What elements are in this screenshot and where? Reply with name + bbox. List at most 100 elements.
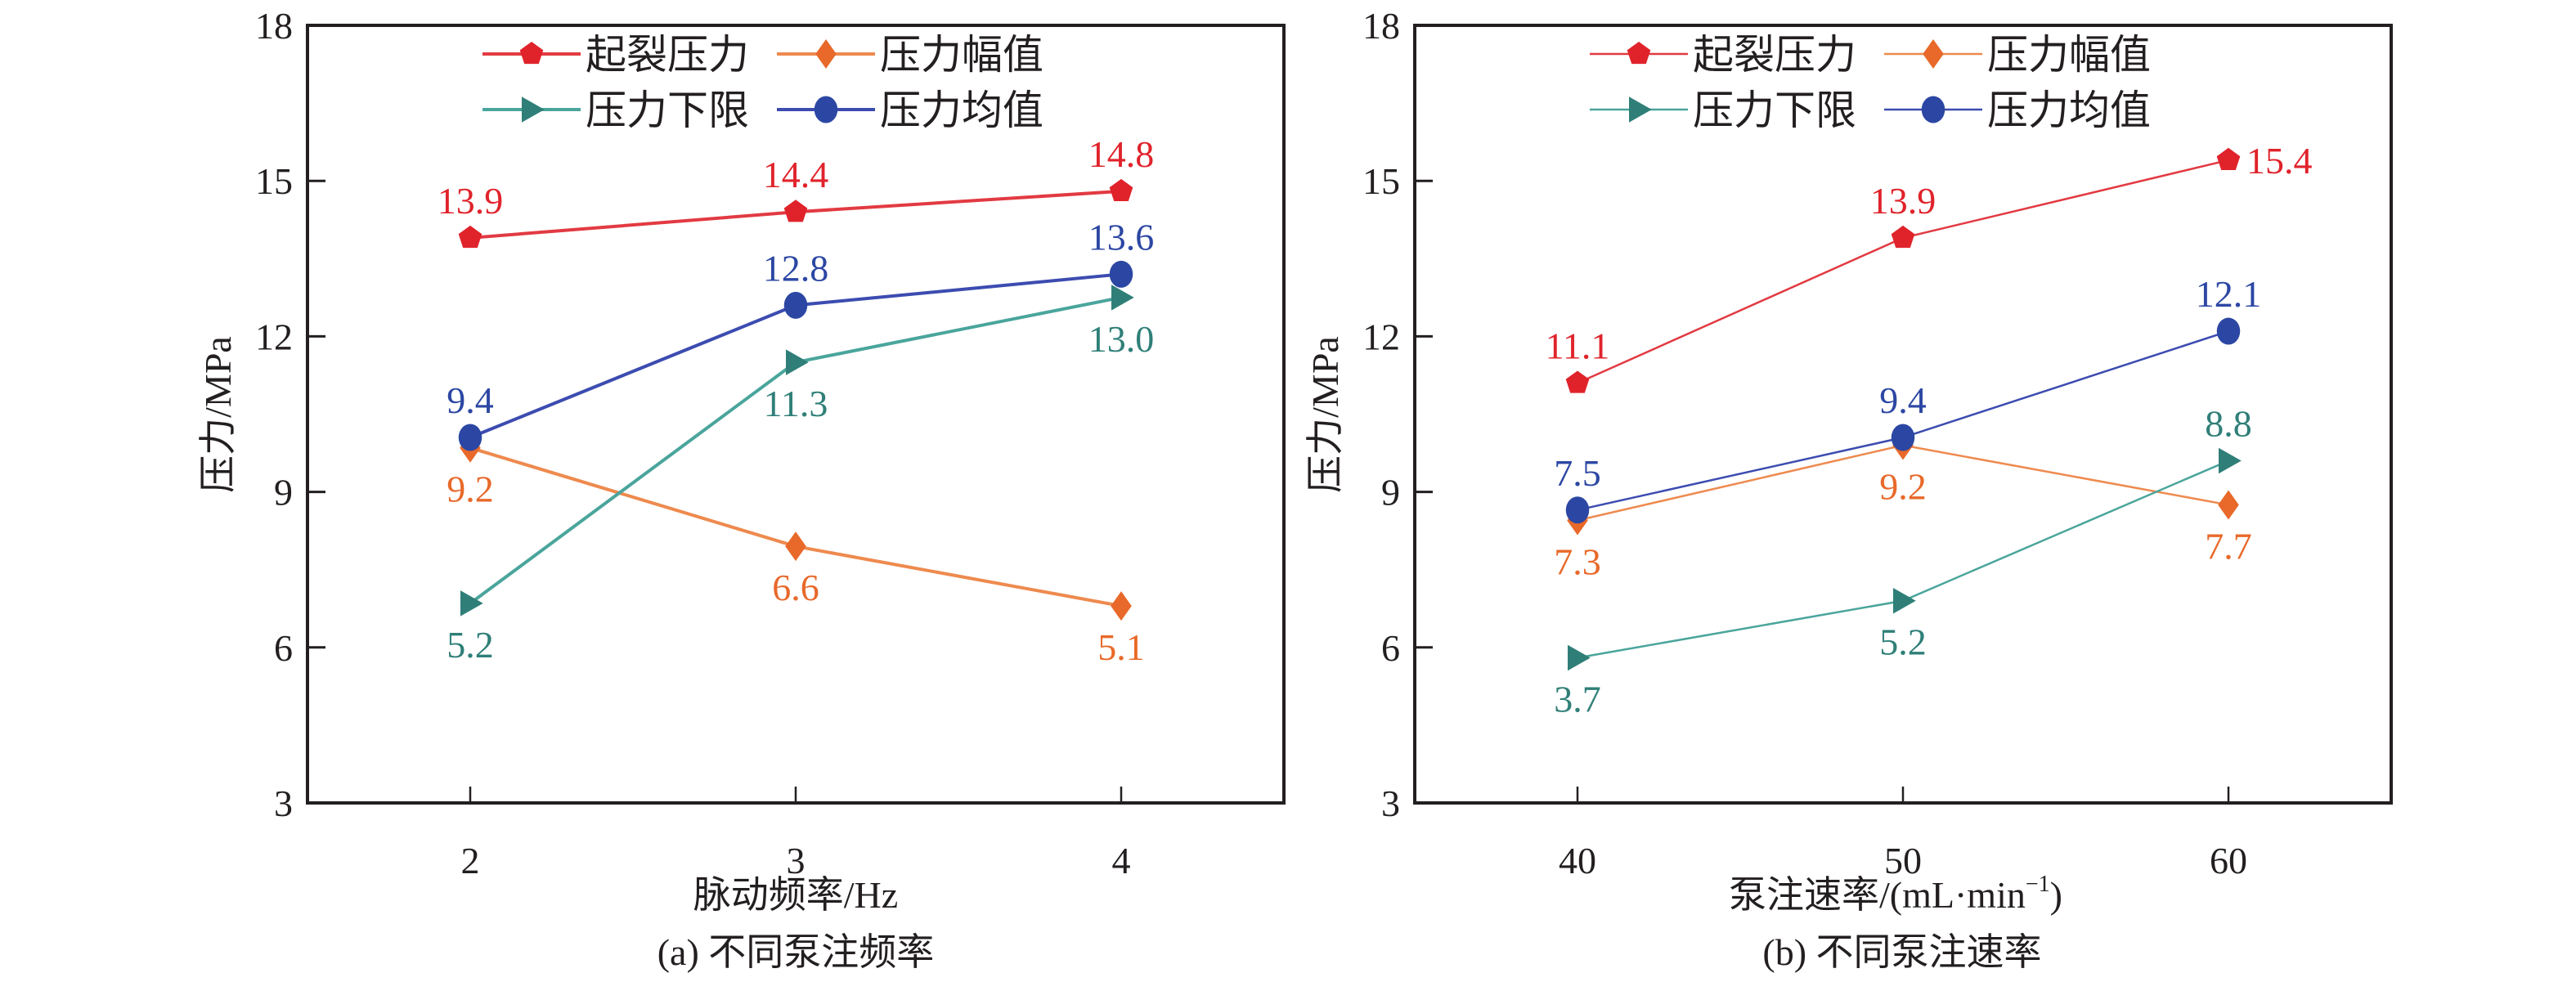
legend-label: 起裂压力 <box>1693 32 1856 78</box>
triangle-marker <box>2219 447 2242 474</box>
pentagon-marker <box>1109 178 1133 201</box>
legend-label: 压力下限 <box>1693 87 1856 133</box>
pentagon-marker <box>1565 370 1590 393</box>
data-label: 13.0 <box>1088 318 1155 360</box>
diamond-marker <box>1111 591 1132 621</box>
legend-item-pressure-mean: 压力均值 <box>777 87 1043 133</box>
circle-marker <box>458 424 482 451</box>
pentagon-marker <box>1891 225 1915 249</box>
data-label: 14.8 <box>1088 133 1155 175</box>
triangle-marker <box>1568 644 1591 671</box>
y-tick-label: 3 <box>274 782 293 824</box>
x-axis-title-main: 泵注速率/(mL·min <box>1729 874 2026 916</box>
x-axis-title: 脉动频率/Hz <box>693 874 898 916</box>
triangle-marker <box>1111 285 1134 311</box>
data-label: 5.1 <box>1097 626 1145 668</box>
pentagon-marker <box>458 225 482 249</box>
circle-marker <box>1109 260 1133 288</box>
data-label: 9.4 <box>447 379 494 421</box>
series-pressure-lower-limit: 5.2 11.3 13.0 <box>447 285 1154 666</box>
data-label: 13.9 <box>1870 180 1936 222</box>
x-tick-label: 60 <box>2210 840 2247 881</box>
x-axis-title-superscript: −1 <box>2026 872 2050 897</box>
data-label: 12.1 <box>2196 273 2262 315</box>
diamond-marker <box>785 531 806 562</box>
y-tick-label: 9 <box>1381 472 1400 513</box>
series-pressure-lower-limit: 3.7 5.2 8.8 <box>1554 403 2252 720</box>
circle-marker <box>1565 496 1590 524</box>
y-tick-label: 3 <box>1381 782 1400 824</box>
data-label: 9.4 <box>1879 379 1927 421</box>
triangle-marker <box>460 590 483 617</box>
triangle-marker <box>522 96 545 123</box>
circle-marker <box>1921 96 1945 123</box>
y-tick-label: 6 <box>274 627 293 669</box>
series-crack-pressure: 11.1 13.9 15.4 <box>1546 140 2313 393</box>
circle-marker <box>814 96 838 123</box>
data-label: 8.8 <box>2205 403 2252 445</box>
x-axis-title: 泵注速率/(mL·min−1) <box>1729 872 2062 916</box>
legend-item-pressure-amplitude: 压力幅值 <box>777 32 1043 78</box>
legend-label: 压力下限 <box>586 87 749 133</box>
legend-item-crack-pressure: 起裂压力 <box>482 32 749 78</box>
series-pressure-amplitude: 9.2 6.6 5.1 <box>447 433 1145 668</box>
data-label: 11.1 <box>1546 325 1610 366</box>
diamond-marker <box>1923 39 1944 69</box>
series-layer: 11.1 13.9 15.4 7.3 9.2 7.7 3.7 5.2 8.8 7.5 9.4 12.1 <box>1546 140 2313 720</box>
pentagon-marker <box>2216 147 2241 170</box>
series-pressure-mean: 9.4 12.8 13.6 <box>447 216 1154 451</box>
y-axis-title: 压力/MPa <box>197 336 239 493</box>
series-layer: 13.914.4 14.89.26.65.15.211.313.09.412.81… <box>438 133 1155 668</box>
data-label: 7.5 <box>1554 452 1601 494</box>
y-tick-label: 18 <box>255 5 293 47</box>
y-tick-label: 6 <box>1381 627 1400 669</box>
legend-label: 压力均值 <box>880 87 1043 133</box>
series-pressure-mean: 7.5 9.4 12.1 <box>1554 273 2262 524</box>
y-axis-title: 压力/MPa <box>1304 336 1346 493</box>
x-axis-ticks: 2 3 4 <box>461 787 1131 881</box>
legend-item-pressure-lower-limit: 压力下限 <box>482 87 749 133</box>
legend-item-pressure-lower-limit: 压力下限 <box>1590 87 1856 133</box>
data-label: 5.2 <box>447 624 494 666</box>
panel-caption: (a) 不同泵注频率 <box>657 931 935 973</box>
data-label: 3.7 <box>1554 678 1601 720</box>
data-label: 7.7 <box>2205 525 2252 567</box>
triangle-marker <box>1893 587 1916 614</box>
legend-item-crack-pressure: 起裂压力 <box>1590 32 1856 78</box>
data-label: 11.3 <box>764 383 828 424</box>
x-axis-title-end: ) <box>2050 874 2062 916</box>
data-label: 14.4 <box>763 154 829 195</box>
data-label: 13.9 <box>438 180 504 222</box>
y-tick-label: 15 <box>1362 160 1400 202</box>
y-tick-label: 12 <box>1362 316 1400 357</box>
triangle-marker <box>786 349 809 375</box>
legend-item-pressure-mean: 压力均值 <box>1884 87 2151 133</box>
x-tick-label: 40 <box>1559 840 1596 881</box>
y-tick-label: 12 <box>255 316 293 357</box>
triangle-marker <box>1629 96 1652 123</box>
y-tick-label: 15 <box>255 160 293 202</box>
pentagon-marker <box>783 200 808 222</box>
y-tick-label: 18 <box>1362 5 1400 47</box>
y-tick-label: 9 <box>274 472 293 513</box>
pentagon-marker <box>1627 42 1651 65</box>
legend-label: 压力幅值 <box>880 32 1043 78</box>
legend-item-pressure-amplitude: 压力幅值 <box>1884 32 2151 78</box>
circle-marker <box>2216 317 2241 345</box>
data-label: 13.6 <box>1088 216 1155 258</box>
y-axis-ticks: 3 6 9 12 15 18 <box>255 5 325 824</box>
data-label: 7.3 <box>1554 540 1601 582</box>
data-label: 15.4 <box>2246 140 2313 182</box>
x-tick-label: 3 <box>787 840 806 881</box>
pentagon-marker <box>519 42 544 65</box>
series-crack-pressure: 13.9 14.4 14.8 <box>438 133 1155 249</box>
data-label: 12.8 <box>763 247 829 289</box>
data-label: 5.2 <box>1879 621 1927 663</box>
circle-marker <box>783 291 808 319</box>
data-label: 9.2 <box>447 469 494 510</box>
